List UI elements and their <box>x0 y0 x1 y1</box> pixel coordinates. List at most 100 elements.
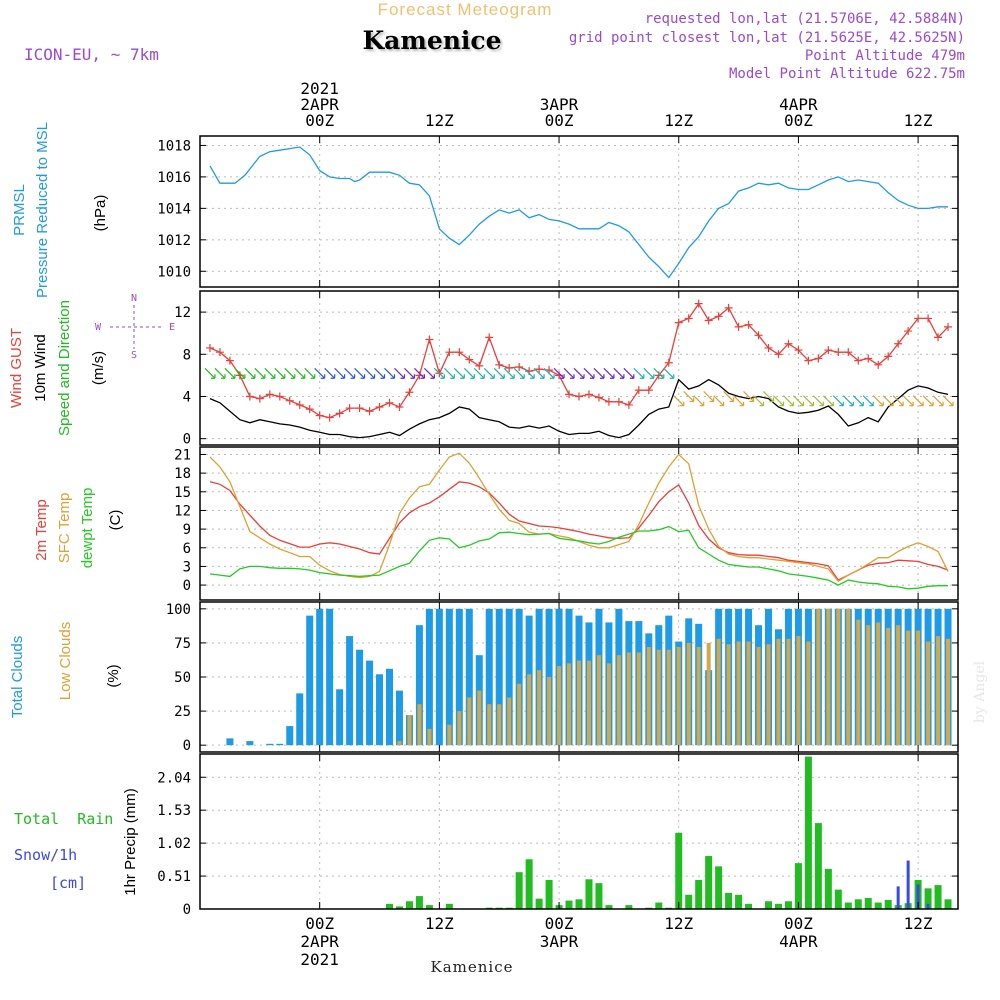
gust-marker <box>375 403 384 412</box>
gust-marker <box>395 403 404 412</box>
temperature-ytick-label: 18 <box>174 466 191 482</box>
precip-bar-rain <box>525 859 533 909</box>
wind-direction-arrow <box>832 395 844 407</box>
cloud-side-labels: Total Clouds Low Clouds (%) <box>9 622 122 718</box>
top-time-label: 12Z <box>664 111 693 130</box>
wind-direction-arrow <box>743 391 755 403</box>
clouds-bar-total_clouds <box>505 608 513 746</box>
precip-bar-snow <box>916 884 920 909</box>
clouds-bar-low_clouds <box>507 697 512 746</box>
bottom-time-label: 4APR <box>779 932 818 951</box>
clouds-bar-total_clouds <box>425 608 433 746</box>
wind-side-labels: Wind GUST 10m Wind Speed and Direction (… <box>8 300 107 436</box>
clouds-bar-low_clouds <box>567 663 572 746</box>
wind-direction-arrow <box>234 367 246 379</box>
wind-direction-arrow <box>543 367 555 379</box>
pressure-side-labels: PRMSL Pressure Reduced to MSL (hPa) <box>11 122 109 298</box>
precip-bar-rain <box>814 823 822 909</box>
total-rain-label: Total Rain <box>14 810 113 828</box>
wind-ytick-label: 0 <box>183 432 191 448</box>
temp-unit: (C) <box>107 510 124 531</box>
requested-location: requested lon,lat (21.5706E, 42.5884N) <box>645 11 965 27</box>
precip-bar-rain <box>804 756 812 909</box>
gust-marker <box>794 346 803 355</box>
cloud-unit: (%) <box>105 664 122 687</box>
precip-bar-snow <box>926 903 930 909</box>
wind-direction-arrow <box>792 395 805 407</box>
wind-direction-arrow <box>463 367 475 379</box>
precip-bar-rain <box>595 883 603 909</box>
clouds-bar-low_clouds <box>886 627 891 746</box>
wind-direction-arrow <box>653 367 665 379</box>
gust-marker <box>854 356 863 365</box>
wind-direction-arrow <box>503 367 515 379</box>
gust-marker <box>425 335 434 344</box>
dewpt-label: dewpt Temp <box>79 488 96 569</box>
gust-marker <box>644 386 653 395</box>
clouds-bar-low_clouds <box>477 690 482 746</box>
gust-marker <box>624 400 633 409</box>
clouds-bar-low_clouds <box>946 638 951 746</box>
temperature-ytick-label: 9 <box>183 522 191 538</box>
clouds-bar-low_clouds <box>676 647 681 746</box>
clouds-bar-low_clouds <box>806 641 811 746</box>
compass-rose: N W E S <box>95 293 175 361</box>
gust-marker <box>694 299 703 308</box>
gust-marker <box>734 322 743 331</box>
clouds-bar-low_clouds <box>656 649 661 746</box>
gust-marker <box>215 348 224 357</box>
clouds-bar-total_clouds <box>306 615 314 746</box>
precip-bar-rain <box>854 899 862 909</box>
clouds-bar-low_clouds <box>756 647 761 746</box>
clouds-bar-low_clouds <box>726 644 731 746</box>
clouds-bar-low_clouds <box>596 655 601 746</box>
wind-direction-arrow <box>404 367 416 379</box>
clouds-bar-total_clouds <box>296 693 304 746</box>
top-time-label: 4APR <box>779 95 818 114</box>
clouds-ytick-label: 25 <box>174 704 191 720</box>
gust-marker <box>744 320 753 329</box>
pressure-unit: (hPa) <box>92 195 109 232</box>
precip-bar-rain <box>405 901 413 909</box>
clouds-bar-low_clouds <box>796 636 801 746</box>
compass-w: W <box>95 322 102 333</box>
clouds-bar-total_clouds <box>485 608 493 746</box>
gust-marker <box>904 327 913 336</box>
clouds-bar-total_clouds <box>366 660 374 746</box>
precip-bar-rain <box>575 899 583 909</box>
wind-direction-arrow <box>294 367 306 379</box>
temperature-ytick-label: 6 <box>183 541 191 557</box>
clouds-bar-total_clouds <box>455 608 463 746</box>
precip-bar-rain <box>735 894 743 909</box>
temperature-series-t2m <box>209 481 949 581</box>
wind-direction-arrow <box>902 395 914 407</box>
gust-marker <box>205 343 214 352</box>
wind-direction-arrow <box>812 395 824 407</box>
precip-bar-rain <box>515 872 523 909</box>
gust-marker <box>924 314 933 323</box>
top-time-label: 2APR <box>300 95 339 114</box>
wind-direction-arrow <box>443 367 455 379</box>
gust-marker <box>265 390 274 399</box>
clouds-bar-low_clouds <box>776 638 781 746</box>
wind-direction-arrow <box>922 395 934 407</box>
clouds-bar-total_clouds <box>495 608 503 746</box>
precip-ytick-label: 0.51 <box>157 869 191 885</box>
bottom-time-label: 00Z <box>784 914 813 933</box>
clouds-bar-total_clouds <box>395 690 403 746</box>
precip-bar-rain <box>445 903 453 909</box>
pressure-ytick-label: 1018 <box>157 138 191 154</box>
precip-bar-rain <box>545 879 553 909</box>
clouds-bar-low_clouds <box>926 641 931 746</box>
gust-marker <box>565 390 574 399</box>
wind-direction-arrow <box>643 367 655 379</box>
gust-marker <box>245 392 254 401</box>
gust-marker <box>714 312 723 321</box>
precip-bar-rain <box>834 889 842 909</box>
wind-direction-arrow <box>942 395 954 407</box>
gust-marker <box>664 358 673 367</box>
bottom-time-label: 00Z <box>545 914 574 933</box>
pressure-ytick-label: 1016 <box>157 170 191 186</box>
